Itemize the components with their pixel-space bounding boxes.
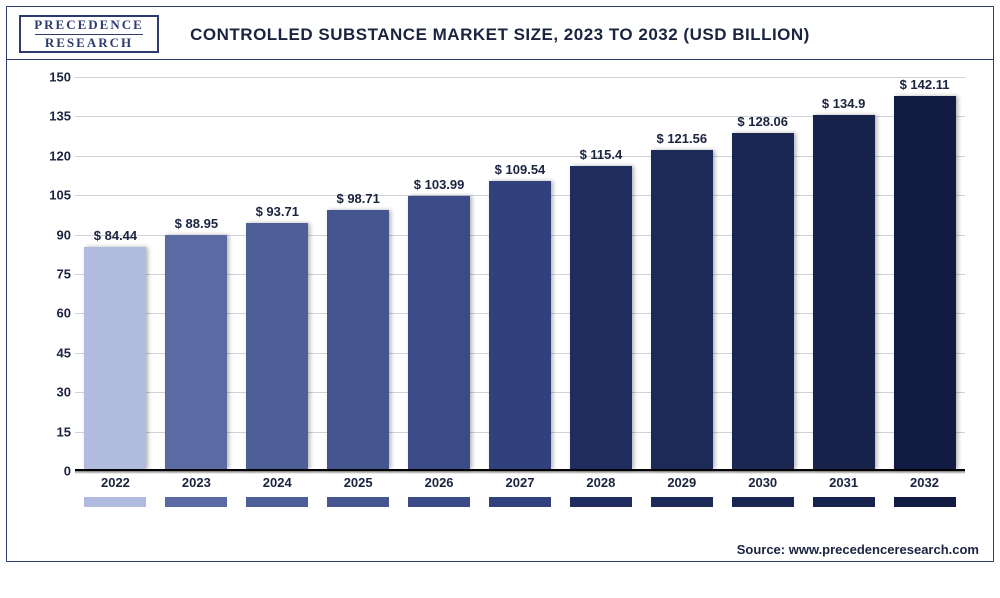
y-tick-label: 30 — [49, 385, 71, 400]
brand-watermark: PRECEDENCE RESEARCH — [19, 15, 159, 53]
bar-wrap: $ 98.71 — [327, 191, 389, 469]
watermark-line2: RESEARCH — [45, 36, 133, 50]
y-tick-label: 75 — [49, 267, 71, 282]
y-tick-label: 90 — [49, 227, 71, 242]
bar-value-label: $ 93.71 — [256, 204, 299, 219]
bar-wrap: $ 88.95 — [165, 216, 227, 469]
plot-region: 0153045607590105120135150 $ 84.44$ 88.95… — [75, 77, 965, 471]
chart-frame: PRECEDENCE RESEARCH CONTROLLED SUBSTANCE… — [6, 6, 994, 562]
y-tick-label: 105 — [49, 188, 71, 203]
bar-value-label: $ 121.56 — [656, 131, 707, 146]
bar — [327, 210, 389, 469]
bar-wrap: $ 93.71 — [246, 204, 308, 469]
bar — [894, 96, 956, 469]
bar — [813, 115, 875, 469]
legend-swatch — [732, 497, 794, 507]
bars-container: $ 84.44 $ 88.95 $ 93.71 $ 98.71 $ 103.99 $ 10… — [75, 77, 965, 469]
legend-swatch — [570, 497, 632, 507]
legend-swatch — [327, 497, 389, 507]
bar-value-label: $ 128.06 — [737, 114, 788, 129]
x-tick-label: 2032 — [894, 475, 956, 490]
legend-swatch — [894, 497, 956, 507]
bar — [489, 181, 551, 469]
x-tick-label: 2023 — [165, 475, 227, 490]
x-tick-label: 2027 — [489, 475, 551, 490]
bar — [84, 247, 146, 469]
x-tick-label: 2030 — [732, 475, 794, 490]
legend-swatch — [489, 497, 551, 507]
axis-shadow — [75, 471, 965, 474]
legend-swatch — [165, 497, 227, 507]
x-tick-label: 2026 — [408, 475, 470, 490]
legend-swatch — [84, 497, 146, 507]
legend-row — [75, 497, 965, 507]
bar-wrap: $ 115.4 — [570, 147, 632, 469]
x-tick-label: 2031 — [813, 475, 875, 490]
x-tick-label: 2024 — [246, 475, 308, 490]
bar-wrap: $ 109.54 — [489, 162, 551, 469]
chart-area: 0153045607590105120135150 $ 84.44$ 88.95… — [51, 77, 971, 507]
bar — [408, 196, 470, 469]
y-tick-label: 120 — [49, 148, 71, 163]
bar-value-label: $ 88.95 — [175, 216, 218, 231]
x-axis-labels: 2022 2023 2024 2025 2026 2027 2028 2029 2030 2031… — [75, 475, 965, 490]
y-tick-label: 150 — [49, 70, 71, 85]
title-rule — [7, 59, 993, 60]
bar — [651, 150, 713, 469]
watermark-line1: PRECEDENCE — [34, 18, 144, 32]
bar — [246, 223, 308, 469]
bar — [165, 235, 227, 469]
legend-swatch — [246, 497, 308, 507]
legend-swatch — [813, 497, 875, 507]
bar-value-label: $ 98.71 — [336, 191, 379, 206]
bar-value-label: $ 109.54 — [495, 162, 546, 177]
legend-swatch — [408, 497, 470, 507]
bar-value-label: $ 84.44 — [94, 228, 137, 243]
bar-wrap: $ 103.99 — [408, 177, 470, 469]
y-tick-label: 45 — [49, 345, 71, 360]
y-tick-label: 0 — [49, 464, 71, 479]
bar-value-label: $ 115.4 — [580, 147, 623, 162]
x-tick-label: 2025 — [327, 475, 389, 490]
source-attribution: Source: www.precedenceresearch.com — [737, 542, 979, 557]
bar — [570, 166, 632, 469]
y-tick-label: 15 — [49, 424, 71, 439]
bar-wrap: $ 84.44 — [84, 228, 146, 469]
x-tick-label: 2022 — [84, 475, 146, 490]
bar-wrap: $ 142.11 — [894, 77, 956, 469]
x-tick-label: 2029 — [651, 475, 713, 490]
bar — [732, 133, 794, 469]
bar-wrap: $ 121.56 — [651, 131, 713, 469]
bar-value-label: $ 134.9 — [822, 96, 865, 111]
x-tick-label: 2028 — [570, 475, 632, 490]
legend-swatch — [651, 497, 713, 507]
bar-wrap: $ 134.9 — [813, 96, 875, 469]
y-tick-label: 60 — [49, 306, 71, 321]
bar-wrap: $ 128.06 — [732, 114, 794, 469]
bar-value-label: $ 103.99 — [414, 177, 465, 192]
bar-value-label: $ 142.11 — [900, 77, 950, 92]
y-tick-label: 135 — [49, 109, 71, 124]
